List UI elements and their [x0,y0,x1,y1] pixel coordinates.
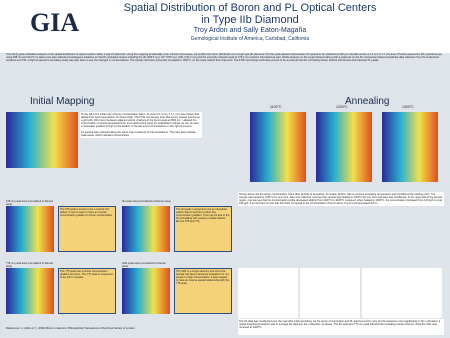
panel-note: The 776 peak has a similar concentration… [58,268,116,314]
abstract: This study gives a detailed analysis of … [6,53,442,62]
title: Spatial Distribution of Boron and PL Opt… [123,2,377,26]
anneal-map [382,112,438,182]
panel-caption: 776 nm peak area (normalized to Raman ar… [6,262,54,268]
pl-plot [238,268,298,318]
intro-text: To the left is the initial map of boron … [80,112,202,138]
affiliation: Gemological Institute of America, Carlsb… [190,36,310,42]
pl-text: The PL data was recollected over the map… [238,319,444,335]
panel-caption: GR1 peak area (normalized to Raman area) [122,262,166,268]
pl-map [122,206,170,252]
section-heading: Initial Mapping [30,96,95,107]
pl-plot [362,268,442,318]
panel-caption: 3H peak area (normalized to Raman area) [122,200,171,203]
section-heading: Annealing [345,96,390,107]
temp-label: 1300°C [402,105,414,109]
pl-map [6,206,54,252]
header [0,0,450,53]
panel-caption: 575 nm peak area (normalized to Raman ar… [6,200,54,206]
boron-map [6,112,78,168]
logo: GIA [30,8,80,37]
anneal-map [316,112,372,182]
panel-note: The 3H peak is accepted to be an interst… [174,206,232,252]
pl-map [6,268,54,314]
anneal-map [250,112,306,182]
panel-note: The 575 peak is known to be a neutral N-… [58,206,116,252]
panel-note: The GR1 is a single vacancy and since th… [174,268,232,314]
pl-map [122,268,170,314]
temp-label: 1200°C [336,105,348,109]
temp-label: 1100°C [270,105,282,109]
authors: Troy Ardon and Sally Eaton-Magaña [193,27,307,34]
annealing-text: Shown above are the boron concentration … [238,192,444,206]
pl-plot [300,268,360,318]
references: References: 1. Collins A.T., (1993) Boro… [6,327,136,330]
